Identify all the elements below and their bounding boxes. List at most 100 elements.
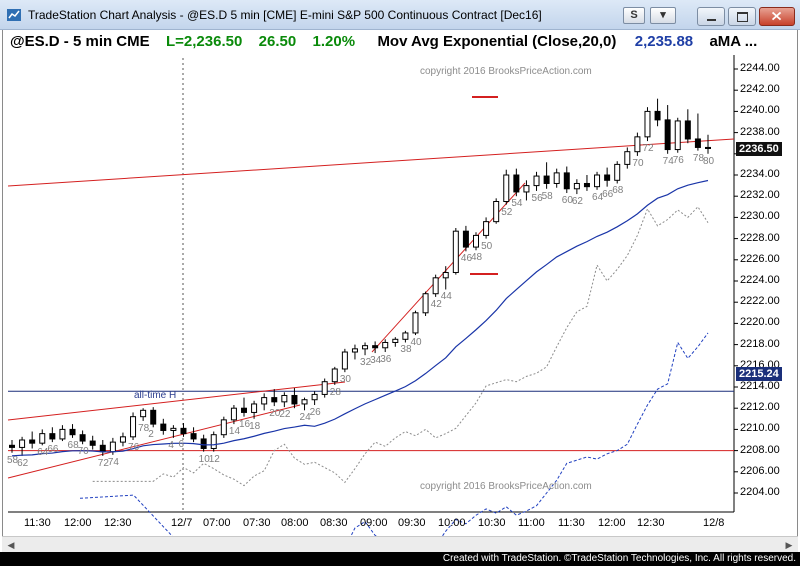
indicator-name: Mov Avg Exponential (Close,20,0) xyxy=(377,33,617,50)
bar-count-label: 32 xyxy=(360,357,372,369)
chart-frame[interactable] xyxy=(2,30,798,552)
x-tick-label: 08:00 xyxy=(281,517,309,529)
watermark-bottom: copyright 2016 BrooksPriceAction.com xyxy=(420,481,592,492)
y-tick-label: 2206.00 xyxy=(740,464,780,477)
candle-body xyxy=(89,440,96,446)
candle-body xyxy=(583,182,590,188)
bar-count-label: 22 xyxy=(279,409,291,421)
candle-body xyxy=(513,174,520,193)
bar-count-label: 26 xyxy=(309,407,321,419)
candle-body xyxy=(644,110,651,138)
candle-body xyxy=(119,436,126,443)
candle-body xyxy=(69,428,76,436)
y-tick-label: 2228.00 xyxy=(740,231,780,244)
x-tick-label: 09:00 xyxy=(360,517,388,529)
x-tick-label: 07:30 xyxy=(243,517,271,529)
minimize-button[interactable] xyxy=(697,7,725,26)
window-titlebar[interactable]: TradeStation Chart Analysis - @ES.D 5 mi… xyxy=(0,0,800,30)
bar-count-label: 64 xyxy=(592,191,604,203)
candle-body xyxy=(351,348,358,353)
symbol-link-button[interactable]: S xyxy=(623,7,645,24)
trendline-upper xyxy=(7,138,735,187)
y-tick-label: 2230.00 xyxy=(740,210,780,223)
bar-count-label: 70 xyxy=(77,446,89,458)
scroll-left-icon[interactable]: ◀ xyxy=(7,540,15,550)
candle-body xyxy=(49,433,56,440)
bar-count-label: 70 xyxy=(632,157,644,169)
candle-body xyxy=(462,230,469,248)
footer-copyright: Created with TradeStation. ©TradeStation… xyxy=(442,553,796,564)
close-icon xyxy=(771,11,782,21)
candle-body xyxy=(130,416,137,438)
x-tick-label: 12:30 xyxy=(104,517,132,529)
chart-menu-button[interactable]: ▾ xyxy=(650,7,676,24)
tradestation-app-icon xyxy=(7,9,21,21)
bar-count-label: 68 xyxy=(67,439,79,451)
bar-count-label: 4 xyxy=(168,439,174,451)
bar-count-label: 34 xyxy=(370,355,382,367)
x-tick-label: 12/8 xyxy=(703,517,725,529)
bar-count-label: 48 xyxy=(471,252,483,264)
x-tick-label: 08:30 xyxy=(320,517,348,529)
scroll-right-icon[interactable]: ▶ xyxy=(785,540,793,550)
y-tick-label: 2222.00 xyxy=(740,295,780,308)
x-tick-label: 09:30 xyxy=(398,517,426,529)
candle-body xyxy=(9,444,15,448)
candle-body xyxy=(29,439,36,444)
x-tick-label: 12/7 xyxy=(171,517,193,529)
candle-body xyxy=(109,441,116,453)
candle-body xyxy=(301,399,308,405)
y-tick-label: 2244.00 xyxy=(740,62,780,74)
last-price: L=2,236.50 xyxy=(166,33,243,50)
candle-body xyxy=(251,403,258,413)
candle-body xyxy=(634,136,641,153)
candle-body xyxy=(573,182,580,190)
trendline-lower-a xyxy=(7,381,346,421)
x-tick-label: 10:30 xyxy=(478,517,506,529)
candle-body xyxy=(473,234,479,248)
candle-body xyxy=(331,368,338,383)
candle-body xyxy=(321,381,328,395)
horizontal-scrollbar[interactable]: ◀ ▶ xyxy=(2,536,798,552)
bar-count-label: 14 xyxy=(228,426,241,438)
bar-count-label: 78 xyxy=(692,152,705,164)
candle-body xyxy=(19,439,26,448)
candle-body xyxy=(553,172,560,184)
bar-count-label: 50 xyxy=(481,240,493,252)
bar-count-label: 72 xyxy=(97,457,109,469)
bar-count-label: 74 xyxy=(662,155,674,167)
bar-count-label: 66 xyxy=(602,188,614,200)
minimize-icon xyxy=(707,19,716,21)
x-tick-label: 07:00 xyxy=(203,517,231,529)
bar-count-label: 46 xyxy=(460,253,473,265)
bar-count-label: 20 xyxy=(269,408,281,420)
y-tick-label: 2212.00 xyxy=(740,401,780,414)
candle-body xyxy=(39,433,46,444)
bar-count-label: 52 xyxy=(501,206,513,218)
candle-body xyxy=(442,272,449,279)
bar-count-label: 2 xyxy=(148,429,154,441)
candle-body xyxy=(190,433,197,440)
bar-count-label: 16 xyxy=(239,418,251,430)
y-tick-label: 2232.00 xyxy=(740,189,780,202)
y-tick-label: 2238.00 xyxy=(740,125,780,138)
bar-count-label: 62 xyxy=(17,457,29,469)
chart-header: @ES.D - 5 min CME L=2,236.50 26.50 1.20%… xyxy=(10,33,757,50)
y-tick-label: 2210.00 xyxy=(740,422,780,435)
bar-count-label: 64 xyxy=(37,447,49,459)
close-button[interactable] xyxy=(759,7,795,26)
candle-body xyxy=(79,434,86,442)
candle-body xyxy=(341,351,348,370)
bar-count-label: 38 xyxy=(400,344,412,356)
candle-body xyxy=(230,407,237,421)
bar-count-label: 78 xyxy=(138,422,150,434)
candle-body xyxy=(563,172,570,190)
x-tick-label: 12:00 xyxy=(598,517,626,529)
watermark-top: copyright 2016 BrooksPriceAction.com xyxy=(420,66,592,77)
maximize-button[interactable] xyxy=(728,7,756,26)
bar-count-label: 44 xyxy=(440,291,452,303)
indicator-value: 2,235.88 xyxy=(634,33,694,50)
bar-count-label: 6 xyxy=(178,438,185,450)
x-tick-label: 12:30 xyxy=(637,517,665,529)
